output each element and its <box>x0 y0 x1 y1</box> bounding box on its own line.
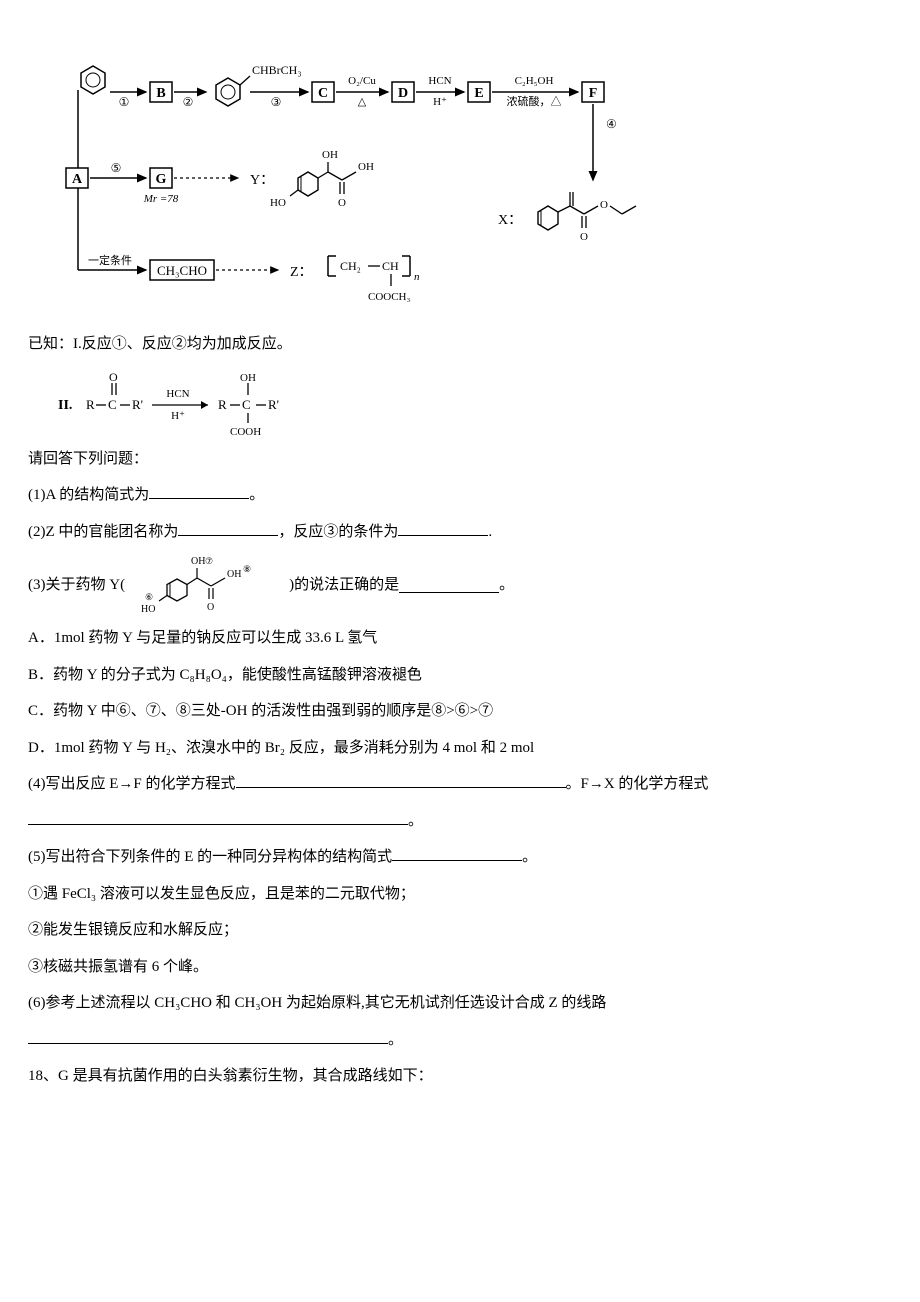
svg-text:n: n <box>414 271 420 283</box>
svg-text:Y：: Y： <box>250 173 274 188</box>
svg-text:O: O <box>600 199 608 211</box>
svg-text:Z：: Z： <box>290 265 313 280</box>
q2-tail: . <box>488 524 492 540</box>
question-3: (3)关于药物 Y( HO ⑥ OH ⑦ OH ⑧ O )的说 <box>28 554 892 616</box>
question-6: (6)参考上述流程以 CH₃CHO 和 CH₃OH 为起始原料,其它无机试剂任选… <box>28 989 892 1018</box>
svg-text:OH: OH <box>322 149 338 161</box>
svg-text:OH: OH <box>227 569 241 580</box>
q4-t2: 。F→X 的化学方程式 <box>566 776 709 792</box>
q4-tail: 。 <box>408 813 423 829</box>
svg-text:△: △ <box>358 96 367 108</box>
q1-text: (1)A 的结构简式为 <box>28 487 149 503</box>
svg-text:R': R' <box>268 397 279 412</box>
q5-cond-1: ①遇 FeCl₃ 溶液可以发生显色反应，且是苯的二元取代物； <box>28 880 892 909</box>
option-d: D．1mol 药物 Y 与 H₂、浓溴水中的 Br₂ 反应，最多消耗分别为 4 … <box>28 734 892 763</box>
option-a: A．1mol 药物 Y 与足量的钠反应可以生成 33.6 L 氢气 <box>28 624 892 653</box>
svg-text:C: C <box>318 86 328 101</box>
svg-text:H⁺: H⁺ <box>433 96 447 108</box>
q4-t1: (4)写出反应 E→F 的化学方程式 <box>28 776 236 792</box>
q5-cond-3: ③核磁共振氢谱有 6 个峰。 <box>28 953 892 982</box>
svg-text:II.: II. <box>58 398 72 413</box>
svg-text:一定条件: 一定条件 <box>88 253 132 267</box>
question-18: 18、G 是具有抗菌作用的白头翁素衍生物，其合成路线如下： <box>28 1062 892 1091</box>
q1-tail: 。 <box>249 487 264 503</box>
svg-text:Mr =78: Mr =78 <box>143 193 179 205</box>
svg-text:D: D <box>398 86 408 101</box>
q6-tail: 。 <box>388 1032 403 1048</box>
svg-text:④: ④ <box>606 117 617 131</box>
svg-text:X：: X： <box>498 213 522 228</box>
svg-text:HCN: HCN <box>166 388 189 400</box>
q6-blank <box>28 1028 388 1044</box>
svg-text:R: R <box>86 397 95 412</box>
svg-text:HCN: HCN <box>428 75 451 87</box>
q2-t2: ，反应③的条件为 <box>278 524 398 540</box>
q3-tail: )的说法正确的是 <box>289 571 399 600</box>
svg-text:HO: HO <box>270 197 286 209</box>
svg-text:⑥: ⑥ <box>145 592 153 602</box>
svg-text:H⁺: H⁺ <box>171 410 185 422</box>
question-4-line2: 。 <box>28 807 892 836</box>
synthesis-diagram: ① B ② CHBrCH₃ ③ C O₂/Cu △ D HCN H⁺ E C₂H… <box>28 50 708 320</box>
option-b: B．药物 Y 的分子式为 C₈H₈O₄，能使酸性高锰酸钾溶液褪色 <box>28 661 892 690</box>
svg-text:CH₂: CH₂ <box>340 259 361 273</box>
option-c: C．药物 Y 中⑥、⑦、⑧三处-OH 的活泼性由强到弱的顺序是⑧>⑥>⑦ <box>28 697 892 726</box>
q3-end: 。 <box>499 571 514 600</box>
svg-text:OH: OH <box>240 372 256 384</box>
q2-blank2 <box>398 520 488 536</box>
svg-text:③: ③ <box>271 95 282 109</box>
q5-cond-2: ②能发生银镜反应和水解反应； <box>28 916 892 945</box>
known-intro: 已知：I.反应①、反应②均为加成反应。 <box>28 330 892 359</box>
svg-text:⑧: ⑧ <box>243 564 251 574</box>
q4-blank1 <box>236 772 566 788</box>
q6-t1: (6)参考上述流程以 CH₃CHO 和 CH₃OH 为起始原料,其它无机试剂任选… <box>28 995 606 1011</box>
svg-text:E: E <box>474 86 483 101</box>
question-6-line2: 。 <box>28 1026 892 1055</box>
reaction-ii: II. R C O R' HCN H⁺ R C OH COOH R' <box>58 367 318 437</box>
y-structure-inline: HO ⑥ OH ⑦ OH ⑧ O <box>127 554 287 616</box>
q2-t1: (2)Z 中的官能团名称为 <box>28 524 178 540</box>
q5-tail: 。 <box>522 849 537 865</box>
svg-text:R: R <box>218 397 227 412</box>
svg-text:COOCH₃: COOCH₃ <box>368 291 411 303</box>
question-2: (2)Z 中的官能团名称为 ，反应③的条件为. <box>28 518 892 547</box>
svg-text:①: ① <box>119 95 130 109</box>
svg-text:O: O <box>207 602 214 613</box>
svg-text:HO: HO <box>141 604 155 615</box>
questions-intro: 请回答下列问题： <box>28 445 892 474</box>
question-4: (4)写出反应 E→F 的化学方程式 。F→X 的化学方程式 <box>28 770 892 799</box>
svg-text:A: A <box>72 172 83 187</box>
svg-text:F: F <box>589 86 598 101</box>
svg-text:⑦: ⑦ <box>205 556 213 566</box>
svg-text:②: ② <box>183 95 194 109</box>
svg-text:C₂H₅OH: C₂H₅OH <box>515 75 554 87</box>
svg-text:C: C <box>108 397 117 412</box>
q3-lead: (3)关于药物 Y( <box>28 571 125 600</box>
diagram-svg: ① B ② CHBrCH₃ ③ C O₂/Cu △ D HCN H⁺ E C₂H… <box>28 50 708 320</box>
svg-text:浓硫酸，△: 浓硫酸，△ <box>507 94 562 108</box>
q3-blank <box>399 577 499 593</box>
svg-text:G: G <box>156 172 167 187</box>
svg-text:CH: CH <box>382 259 399 273</box>
svg-text:O: O <box>580 231 588 243</box>
svg-text:R': R' <box>132 397 143 412</box>
svg-text:O: O <box>109 370 118 384</box>
q5-t1: (5)写出符合下列条件的 E 的一种同分异构体的结构简式 <box>28 849 392 865</box>
q2-blank1 <box>178 520 278 536</box>
q4-blank2 <box>28 809 408 825</box>
svg-text:OH: OH <box>191 556 205 567</box>
svg-text:B: B <box>156 86 165 101</box>
q1-blank <box>149 483 249 499</box>
svg-text:⑤: ⑤ <box>111 161 122 175</box>
svg-text:COOH: COOH <box>230 426 261 438</box>
svg-text:O₂/Cu: O₂/Cu <box>348 75 376 87</box>
svg-text:C: C <box>242 397 251 412</box>
q5-blank <box>392 845 522 861</box>
svg-text:OH: OH <box>358 161 374 173</box>
question-1: (1)A 的结构简式为 。 <box>28 481 892 510</box>
question-5: (5)写出符合下列条件的 E 的一种同分异构体的结构简式 。 <box>28 843 892 872</box>
svg-text:CHBrCH₃: CHBrCH₃ <box>252 63 302 77</box>
svg-text:CH₃CHO: CH₃CHO <box>157 263 207 278</box>
svg-text:O: O <box>338 197 346 209</box>
